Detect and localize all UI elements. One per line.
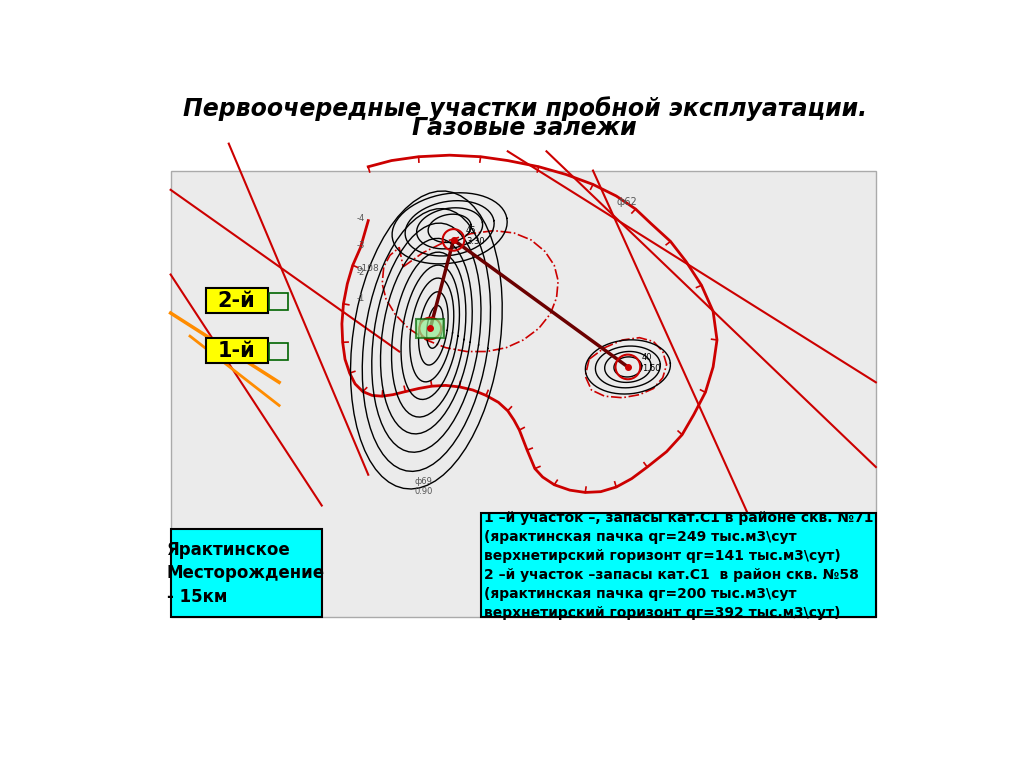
Bar [269,343,288,360]
Bar [171,528,322,617]
Bar [206,338,267,363]
Text: 1-й: 1-й [218,341,255,360]
Bar [171,170,876,617]
Text: -4: -4 [356,214,365,222]
Text: ф72: ф72 [248,298,269,308]
Bar [206,288,267,313]
Text: -1: -1 [356,295,365,304]
Text: 1 –й участок –, запасы кат.С1 в районе скв. №71
(ярактинская пачка qг=249 тыс.м3: 1 –й участок –, запасы кат.С1 в районе с… [483,512,873,620]
Text: -2: -2 [356,268,365,277]
Text: 2-й: 2-й [218,291,255,311]
Text: 40
1.60: 40 1.60 [642,354,660,373]
Text: Ярактинское
Месторождение
- 15км: Ярактинское Месторождение - 15км [167,541,325,606]
Text: о108: о108 [356,264,379,273]
Bar [269,293,288,310]
Bar [480,513,876,617]
Text: -3: -3 [356,241,365,249]
Text: ф69
0.90: ф69 0.90 [415,476,433,496]
Text: ф62: ф62 [616,197,637,207]
Text: Первоочередные участки пробной эксплуатации.: Первоочередные участки пробной эксплуата… [182,97,867,121]
Text: Газовые залежи: Газовые залежи [413,117,637,140]
Bar [417,319,444,337]
Text: 45
3.30: 45 3.30 [466,226,484,245]
Text: ф64: ф64 [508,540,528,550]
